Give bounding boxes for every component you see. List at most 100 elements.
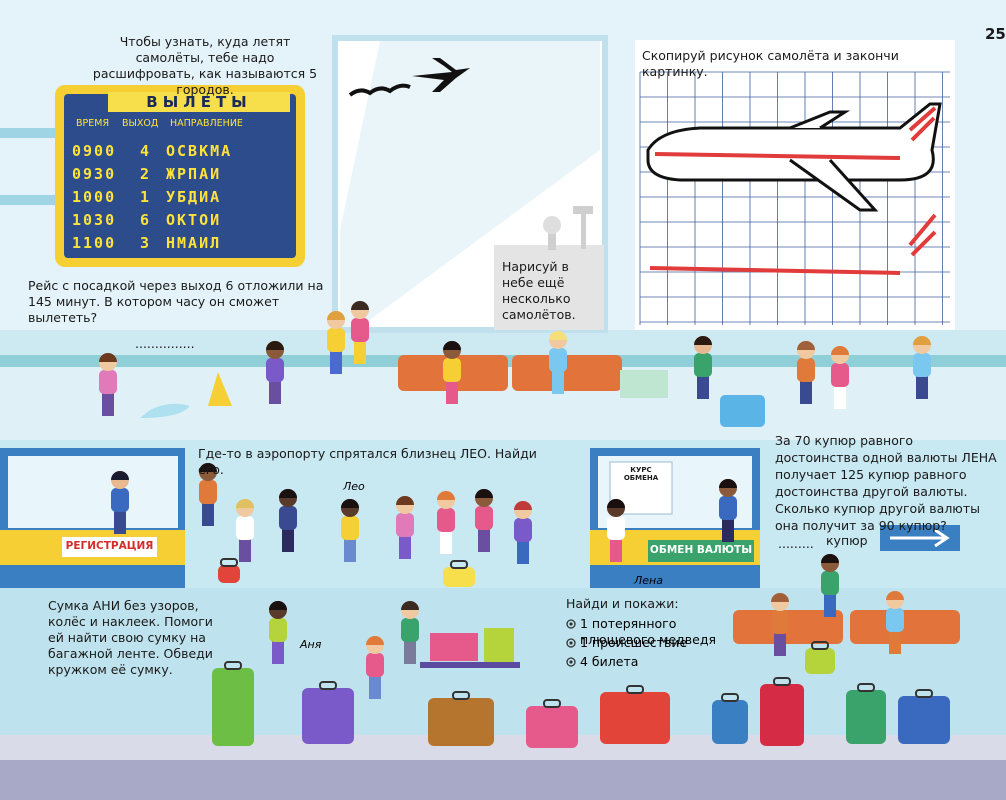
person-legs bbox=[239, 536, 251, 562]
person-legs bbox=[889, 628, 901, 654]
board-cell: 3 bbox=[140, 234, 152, 252]
wet-floor-sign bbox=[208, 372, 232, 406]
window-note-bg bbox=[494, 245, 604, 330]
bullet bbox=[569, 622, 573, 626]
tail-stripe bbox=[908, 213, 937, 257]
bracket bbox=[0, 128, 60, 138]
person-legs bbox=[202, 500, 214, 526]
person-body bbox=[514, 518, 532, 542]
trolley bbox=[420, 662, 520, 668]
person-legs bbox=[102, 390, 114, 416]
person-hair bbox=[266, 341, 284, 350]
board-cell: НМАИЛ bbox=[166, 234, 222, 252]
bullet bbox=[569, 641, 573, 645]
board-cell: ЖРПАИ bbox=[166, 165, 222, 183]
person-legs bbox=[800, 378, 812, 404]
checkin-window bbox=[8, 456, 178, 528]
bag-handle bbox=[319, 681, 337, 690]
bag bbox=[600, 692, 670, 744]
person-legs bbox=[272, 638, 284, 664]
person-hair bbox=[886, 591, 904, 600]
tower bbox=[548, 225, 556, 250]
person-hair bbox=[437, 491, 455, 500]
bag-handle bbox=[857, 683, 875, 692]
board-title: ВЫЛЕТЫ bbox=[146, 93, 252, 111]
person-legs bbox=[610, 536, 622, 562]
checkin-sign bbox=[62, 537, 157, 557]
person-legs bbox=[344, 536, 356, 562]
board-cell: 1100 bbox=[72, 234, 117, 252]
find-item: 1 происшествие bbox=[580, 635, 688, 650]
person-body bbox=[396, 513, 414, 537]
person-body bbox=[351, 318, 369, 342]
person-body bbox=[694, 353, 712, 377]
person-body bbox=[719, 496, 737, 520]
person-body bbox=[269, 618, 287, 642]
person-body bbox=[236, 516, 254, 540]
bag bbox=[484, 628, 514, 662]
currency-blank: ......... bbox=[778, 536, 814, 551]
person-hair bbox=[327, 311, 345, 320]
copy-task: Скопируй рисунок самолёта и закончи карт… bbox=[642, 48, 899, 79]
bag bbox=[712, 700, 748, 744]
person-body bbox=[886, 608, 904, 632]
person-hair bbox=[475, 489, 493, 498]
contrail bbox=[348, 83, 411, 97]
page-number: 25 bbox=[985, 25, 1006, 43]
bag-handle bbox=[224, 661, 242, 670]
person-legs bbox=[916, 373, 928, 399]
person-legs bbox=[834, 383, 846, 409]
person-hair bbox=[341, 499, 359, 508]
person-legs bbox=[114, 508, 126, 534]
person-hair bbox=[236, 499, 254, 508]
board-title-bar bbox=[108, 92, 290, 112]
person-hair bbox=[797, 341, 815, 350]
person-body bbox=[327, 328, 345, 352]
board-header: ВРЕМЯ bbox=[76, 118, 110, 129]
person-hair bbox=[831, 346, 849, 355]
person-legs bbox=[478, 526, 490, 552]
person-hair bbox=[771, 593, 789, 602]
board-cell: 1 bbox=[140, 188, 152, 206]
bullet bbox=[566, 619, 576, 629]
person-legs bbox=[440, 528, 452, 554]
tower bbox=[581, 214, 586, 249]
grid-panel bbox=[635, 40, 955, 330]
person-legs bbox=[697, 373, 709, 399]
person-legs bbox=[282, 526, 294, 552]
board-header: ВЫХОД bbox=[122, 118, 159, 129]
person-hair bbox=[351, 301, 369, 310]
conveyor-top bbox=[0, 735, 1006, 760]
bag bbox=[443, 567, 475, 587]
person-body bbox=[475, 506, 493, 530]
person-legs bbox=[774, 630, 786, 656]
person-hair bbox=[279, 489, 297, 498]
bag-handle bbox=[220, 558, 238, 567]
arrow bbox=[890, 528, 950, 548]
delay-question: Рейс с посадкой через выход 6 отложили н… bbox=[28, 278, 324, 325]
person-body bbox=[831, 363, 849, 387]
bag-handle bbox=[773, 677, 791, 686]
twin-task: Где-то в аэропорту спрятался близнец ЛЕО… bbox=[198, 446, 537, 477]
plane-stripe bbox=[654, 152, 901, 160]
person-body bbox=[279, 506, 297, 530]
bag-handle bbox=[543, 699, 561, 708]
seats bbox=[512, 355, 622, 391]
person-legs bbox=[824, 591, 836, 617]
person-body bbox=[443, 358, 461, 382]
delay-answer: ............... bbox=[135, 336, 195, 351]
person-hair bbox=[199, 463, 217, 472]
tail-stripe bbox=[908, 106, 937, 142]
people bbox=[99, 301, 931, 699]
board-cell: 1030 bbox=[72, 211, 117, 229]
person-body bbox=[797, 358, 815, 382]
find-item: 4 билета bbox=[580, 654, 639, 669]
name-label: Лео bbox=[343, 480, 365, 493]
bag-handle bbox=[915, 689, 933, 698]
conveyor-belt bbox=[0, 760, 1006, 800]
bag bbox=[898, 696, 950, 744]
person-legs bbox=[269, 378, 281, 404]
person-body bbox=[913, 353, 931, 377]
